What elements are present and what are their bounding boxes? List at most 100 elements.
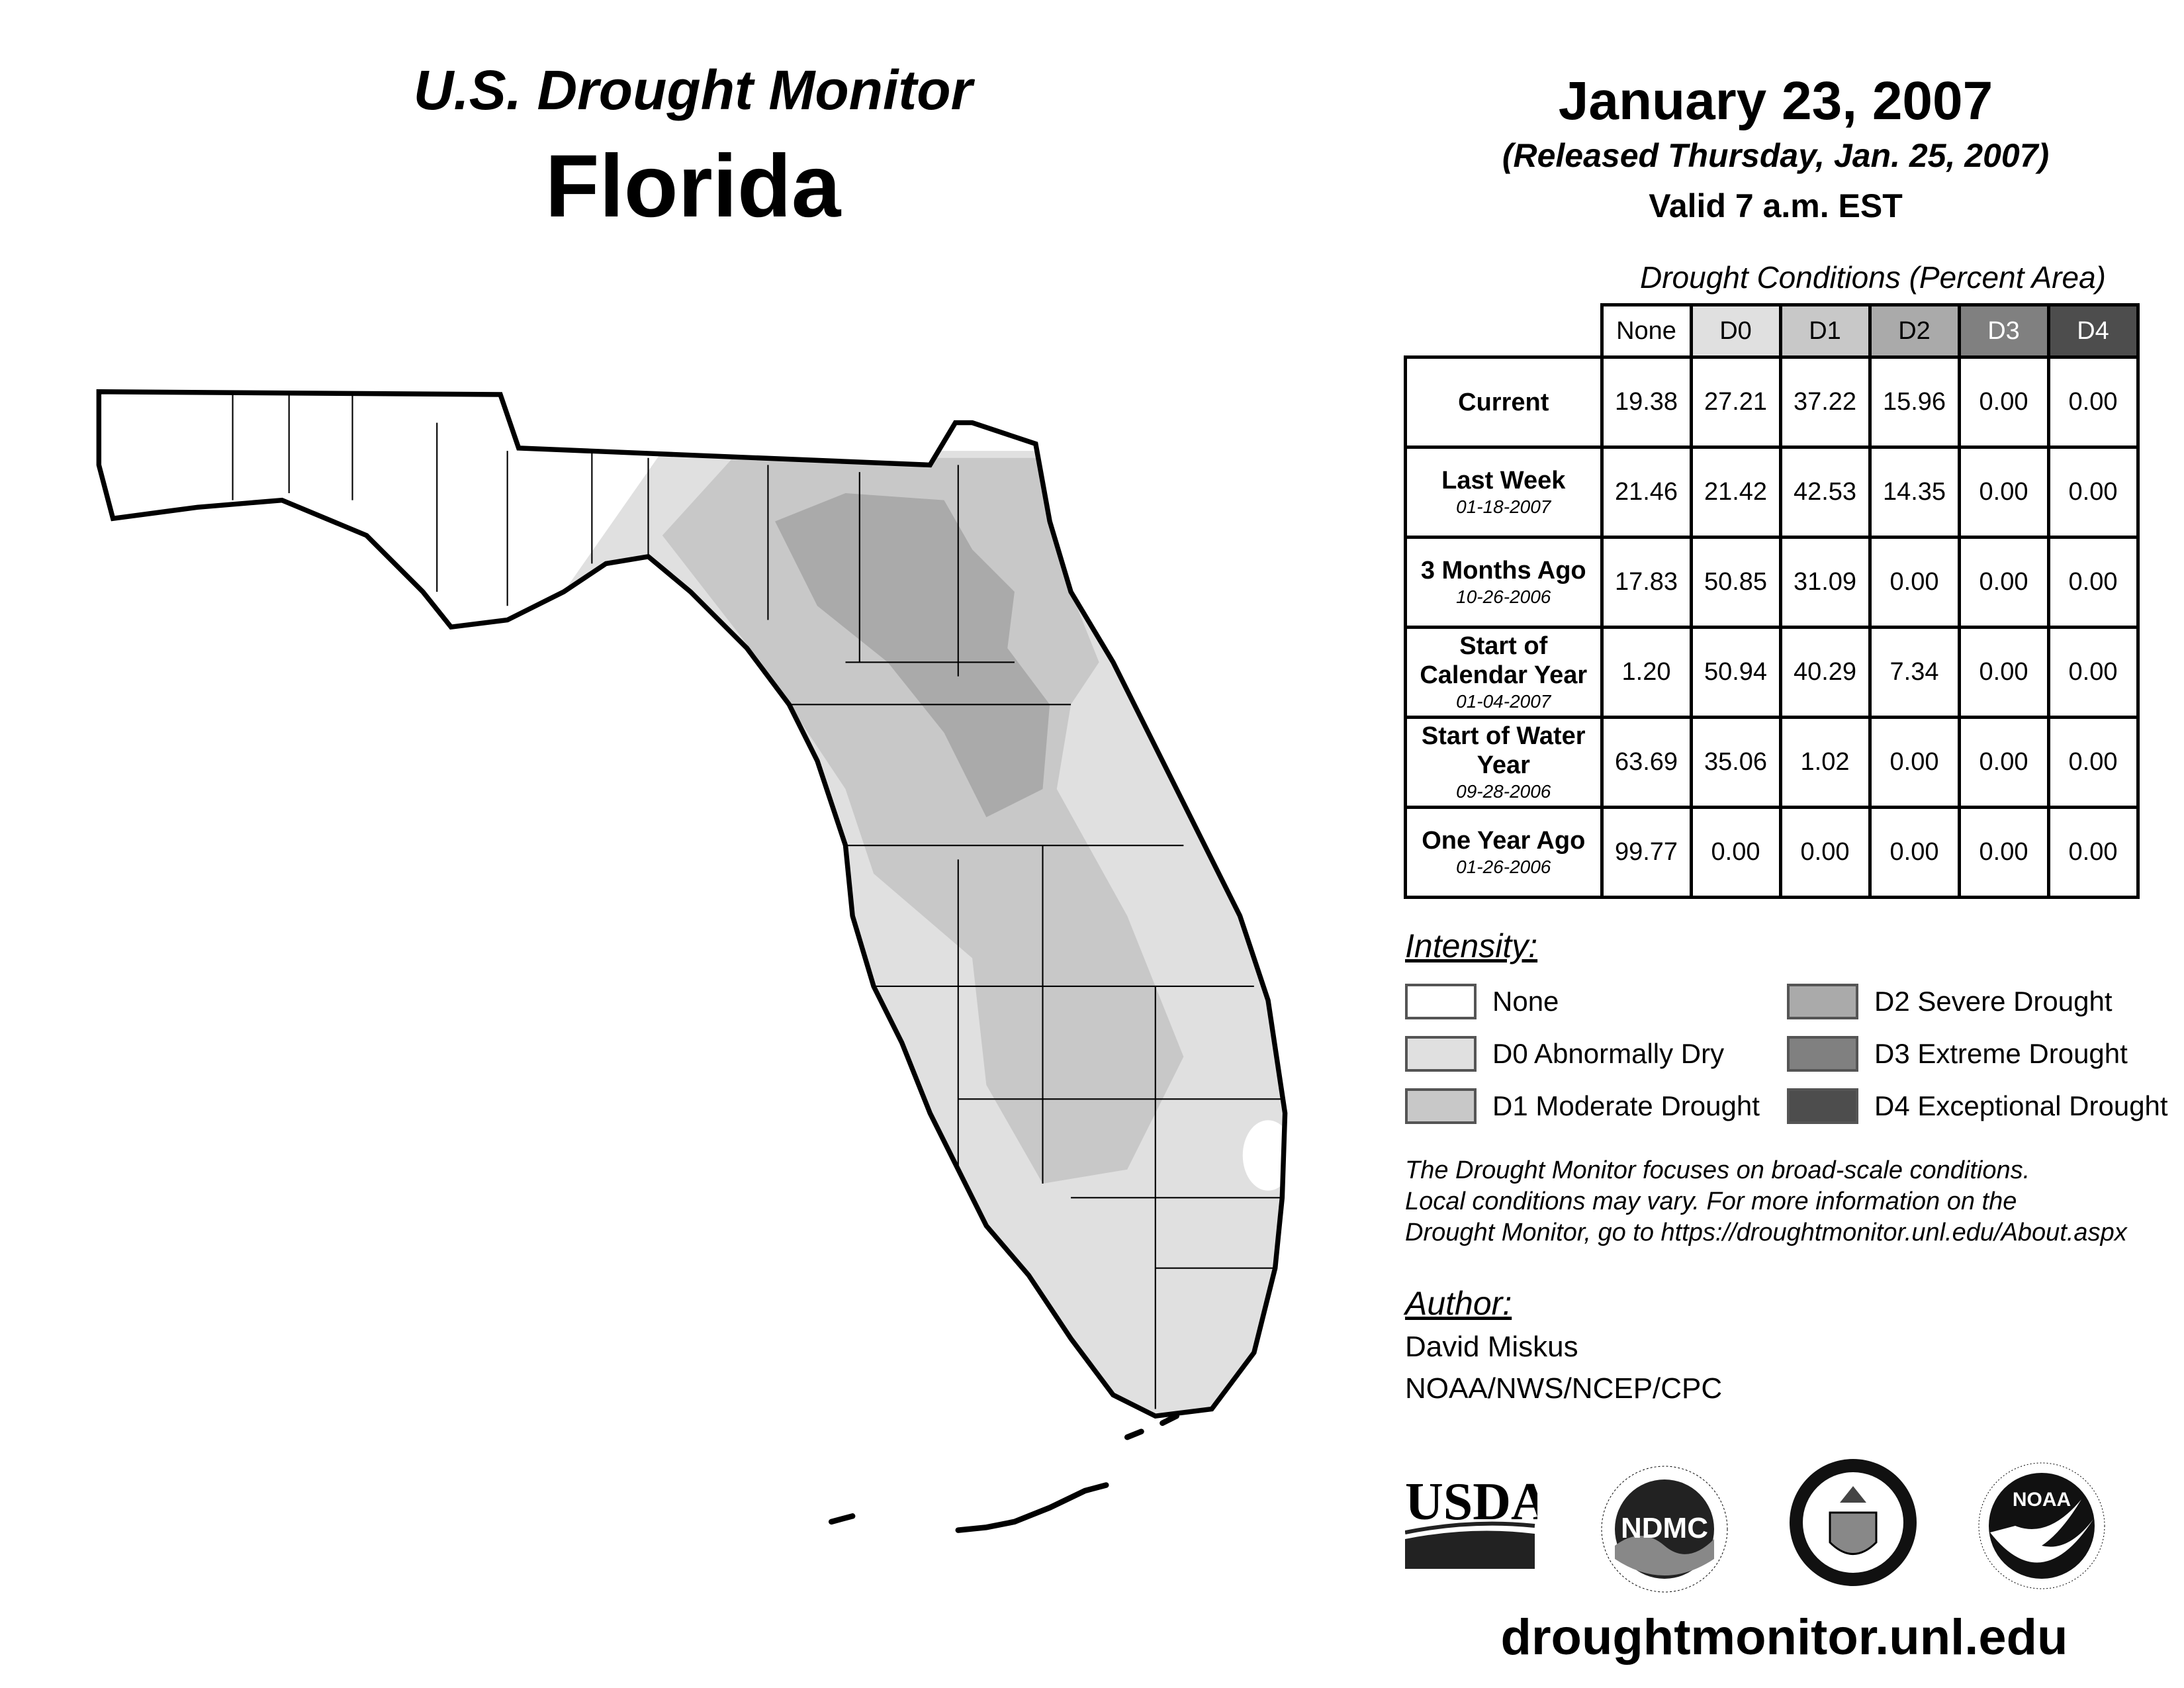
row-label-text: Start of Water Year xyxy=(1421,722,1586,779)
legend-item-d2: D2 Severe Drought xyxy=(1787,984,2113,1019)
map-date: January 23, 2007 xyxy=(1558,71,1993,131)
valid-time: Valid 7 a.m. EST xyxy=(1649,187,1903,224)
table-cell: 0.00 xyxy=(1957,355,2050,449)
row-label: Start of Calendar Year 01-04-2007 xyxy=(1404,626,1604,719)
table-row: 3 Months Ago 10-26-2006 17.83 50.85 31.09 0.0… xyxy=(1404,536,2140,629)
col-header-d3: D3 xyxy=(1957,303,2050,359)
table-cell: 0.00 xyxy=(1689,806,1782,899)
row-date: 01-18-2007 xyxy=(1456,496,1551,517)
table-cell: 21.42 xyxy=(1689,445,1782,539)
website-url[interactable]: droughtmonitor.unl.edu xyxy=(1500,1609,2068,1665)
col-header-d4: D4 xyxy=(2046,303,2140,359)
table-cell: 99.77 xyxy=(1600,806,1693,899)
legend-label: D4 Exceptional Drought xyxy=(1874,1090,2168,1121)
department-of-commerce-seal xyxy=(1790,1459,1917,1586)
author-name: David Miskus xyxy=(1405,1331,1578,1363)
table-cell: 0.00 xyxy=(2046,536,2140,629)
row-date: 01-04-2007 xyxy=(1456,690,1551,712)
col-header-d0: D0 xyxy=(1689,303,1782,359)
release-date: (Released Thursday, Jan. 25, 2007) xyxy=(1502,137,2050,174)
note-line: Drought Monitor, go to https://droughtmo… xyxy=(1405,1219,2127,1246)
table-cell: 42.53 xyxy=(1778,445,1872,539)
table-row: One Year Ago 01-26-2006 99.77 0.00 0.00 0.00 0… xyxy=(1404,806,2140,899)
legend-label: D3 Extreme Drought xyxy=(1874,1038,2128,1069)
col-header-d1: D1 xyxy=(1778,303,1872,359)
row-date: 01-26-2006 xyxy=(1456,856,1551,877)
table-cell: 0.00 xyxy=(1778,806,1872,899)
table-cell: 0.00 xyxy=(1868,716,1961,809)
legend-label: None xyxy=(1492,986,1559,1017)
legend-item-d0: D0 Abnormally Dry xyxy=(1405,1036,1724,1072)
table-cell: 0.00 xyxy=(1868,536,1961,629)
table-cell: 21.46 xyxy=(1600,445,1693,539)
legend-label: D1 Moderate Drought xyxy=(1492,1090,1760,1121)
table-cell: 14.35 xyxy=(1868,445,1961,539)
table-cell: 0.00 xyxy=(1957,806,2050,899)
usda-logo-text: USDA xyxy=(1405,1473,1537,1531)
page-title: U.S. Drought Monitor xyxy=(413,59,973,121)
table-cell: 0.00 xyxy=(2046,355,2140,449)
col-header-d2: D2 xyxy=(1868,303,1961,359)
row-label: Current xyxy=(1404,355,1604,449)
legend-label: D0 Abnormally Dry xyxy=(1492,1038,1725,1069)
table-cell: 0.00 xyxy=(1957,716,2050,809)
table-row: Current 19.38 27.21 37.22 15.96 0.00 0.00 xyxy=(1404,355,2140,449)
legend-item-d3: D3 Extreme Drought xyxy=(1787,1036,2128,1072)
table-cell: 1.02 xyxy=(1778,716,1872,809)
row-date: 10-26-2006 xyxy=(1456,586,1551,607)
legend-swatch xyxy=(1405,1088,1477,1124)
disclaimer-note: The Drought Monitor focuses on broad-sca… xyxy=(1405,1155,2127,1248)
table-row: Start of Calendar Year 01-04-2007 1.20 50.9… xyxy=(1404,626,2140,719)
table-cell: 0.00 xyxy=(2046,626,2140,719)
header-blank xyxy=(1405,305,1604,359)
table-cell: 50.85 xyxy=(1689,536,1782,629)
table-caption: Drought Conditions (Percent Area) xyxy=(1640,260,2106,295)
row-label: Start of Water Year 09-28-2006 xyxy=(1404,716,1604,809)
table-cell: 0.00 xyxy=(1957,536,2050,629)
table-cell: 0.00 xyxy=(2046,445,2140,539)
legend-item-d4: D4 Exceptional Drought xyxy=(1787,1088,2168,1124)
col-header-none: None xyxy=(1600,303,1693,359)
florida-keys xyxy=(828,1413,1179,1533)
noaa-logo: NOAA xyxy=(1978,1462,2105,1589)
table-cell: 35.06 xyxy=(1689,716,1782,809)
table-cell: 0.00 xyxy=(2046,806,2140,899)
drought-conditions-table: None D0 D1 D2 D3 D4 Current 19.38 27.21 37.… xyxy=(1404,303,2140,899)
legend-title: Intensity: xyxy=(1405,927,1538,964)
legend-swatch xyxy=(1787,984,1858,1019)
table-cell: 19.38 xyxy=(1600,355,1693,449)
table-cell: 7.34 xyxy=(1868,626,1961,719)
table-cell: 31.09 xyxy=(1778,536,1872,629)
table-cell: 15.96 xyxy=(1868,355,1961,449)
legend-swatch xyxy=(1405,984,1477,1019)
note-line: The Drought Monitor focuses on broad-sca… xyxy=(1405,1156,2030,1184)
ndmc-logo-text: NDMC xyxy=(1621,1512,1708,1544)
table-cell: 50.94 xyxy=(1689,626,1782,719)
row-label-text: 3 Months Ago xyxy=(1420,556,1586,585)
row-label-text: Current xyxy=(1458,388,1549,416)
table-cell: 63.69 xyxy=(1600,716,1693,809)
row-label: One Year Ago 01-26-2006 xyxy=(1404,806,1604,899)
legend-label: D2 Severe Drought xyxy=(1874,986,2113,1017)
row-date: 09-28-2006 xyxy=(1456,780,1551,802)
table-cell: 0.00 xyxy=(1957,626,2050,719)
legend-swatch xyxy=(1787,1088,1858,1124)
note-line: Local conditions may vary. For more info… xyxy=(1405,1188,2017,1215)
table-row: Start of Water Year 09-28-2006 63.69 35.06 1… xyxy=(1404,716,2140,809)
legend-swatch xyxy=(1787,1036,1858,1072)
ndmc-logo: NDMC xyxy=(1601,1466,1728,1593)
author-org: NOAA/NWS/NCEP/CPC xyxy=(1405,1372,1723,1405)
county-lines xyxy=(232,394,1283,1409)
row-label-text: One Year Ago xyxy=(1422,826,1586,855)
usda-logo: USDA xyxy=(1405,1473,1537,1569)
table-row: Last Week 01-18-2007 21.46 21.42 42.53 14.35 0… xyxy=(1404,445,2140,539)
table-cell: 0.00 xyxy=(1868,806,1961,899)
region-title: Florida xyxy=(545,137,841,236)
row-label-text: Start of Calendar Year xyxy=(1420,632,1588,689)
table-cell: 1.20 xyxy=(1600,626,1693,719)
table-cell: 37.22 xyxy=(1778,355,1872,449)
author-title: Author: xyxy=(1405,1285,1512,1322)
row-label: Last Week 01-18-2007 xyxy=(1404,445,1604,539)
table-cell: 17.83 xyxy=(1600,536,1693,629)
